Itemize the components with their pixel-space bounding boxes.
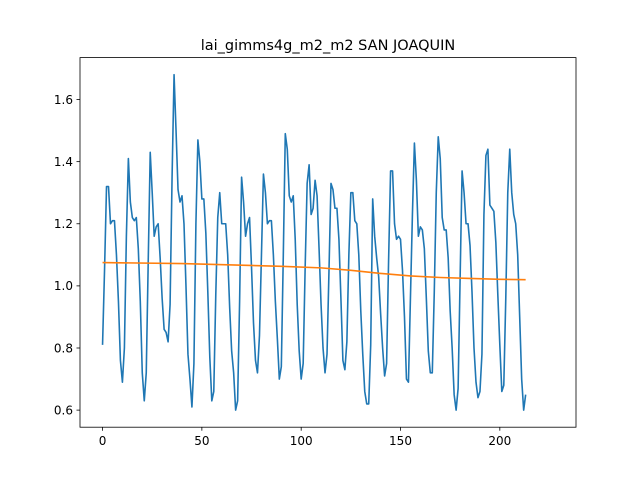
series-line-1 [101,73,527,411]
chart-title: lai_gimms4g_m2_m2 SAN JOAQUIN [201,38,456,54]
y-tick-label: 1.0 [54,279,73,293]
plot-frame [79,57,577,428]
y-tick-label: 1.4 [54,155,73,169]
x-axis: 0 50 100 150 200 [99,427,511,448]
y-tick-label: 1.2 [54,217,73,231]
x-tick-label: 200 [488,434,511,448]
y-axis: 0.6 0.8 1.0 1.2 1.4 1.6 [54,93,80,417]
series-layer [101,73,527,411]
y-tick-label: 0.6 [54,403,73,417]
y-tick-label: 1.6 [54,93,73,107]
x-tick-label: 150 [389,434,412,448]
y-tick-label: 0.8 [54,341,73,355]
x-tick-label: 50 [194,434,209,448]
plot-area [80,57,576,428]
x-tick-label: 0 [99,434,107,448]
series-line-2 [102,261,526,281]
x-tick-label: 100 [290,434,313,448]
